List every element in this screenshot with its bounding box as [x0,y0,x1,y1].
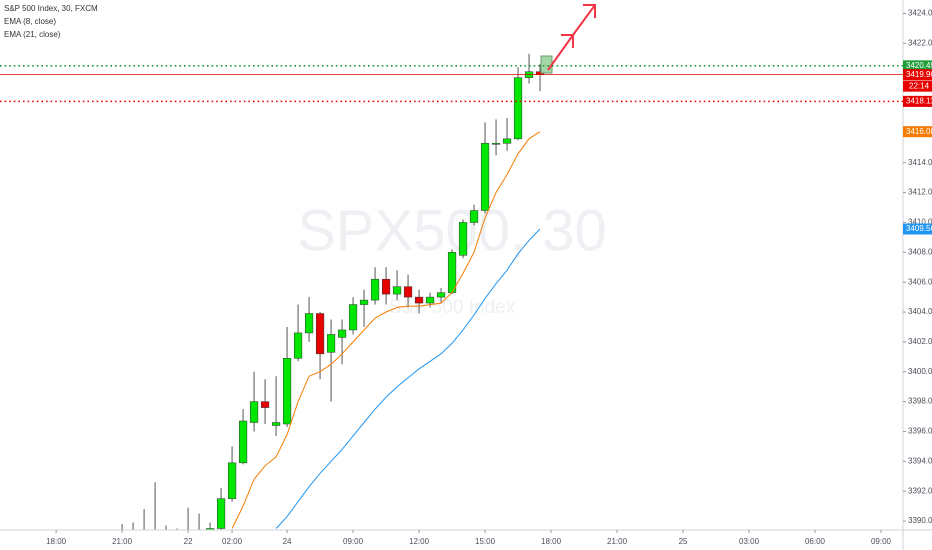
candle-body [238,420,248,464]
chart-title: S&P 500 Index, 30, FXCM [4,4,98,13]
candle-body [381,278,391,295]
price-label-box [903,60,932,72]
y-tick-label: 3408.00 [908,247,932,256]
candle-body [447,252,457,293]
drawing-arrow [540,4,596,74]
countdown: 22:14 [909,81,930,90]
candle-body [315,313,325,355]
price-label-box [903,95,932,107]
y-tick-label: 3410.00 [908,218,932,227]
price-label: 3419.90 [906,70,932,79]
legend-entry: EMA (21, close) [4,30,61,39]
candle-body [205,528,215,530]
y-tick-label: 3404.00 [908,307,932,316]
candle-body [425,296,435,304]
drawing-box [540,55,553,74]
x-tick-label: 02:00 [222,537,243,546]
price-label-box [903,126,932,138]
x-tick-label: 03:00 [739,537,760,546]
price-label-box [903,223,932,235]
candle-body [480,143,490,211]
candle-body [348,304,358,331]
candle-body [436,292,446,298]
price-label: 3409.56 [906,224,932,233]
y-tick-label: 3396.00 [908,427,932,436]
price-label: 3418.11 [906,96,932,105]
y-tick-label: 3390.00 [908,516,932,525]
arrow-head [561,34,574,48]
candle-body [326,334,336,353]
candle-body [513,77,523,140]
x-tick-label: 25 [679,537,688,546]
candle-body [458,222,468,256]
x-tick-label: 22 [184,537,193,546]
candle-body [337,329,347,338]
x-tick-label: 12:00 [409,537,430,546]
price-label-box [903,69,932,81]
y-tick-label: 3424.00 [908,9,932,18]
legend-entry: EMA (8, close) [4,17,56,26]
ema-line [275,228,541,529]
y-tick-label: 3414.00 [908,158,932,167]
x-tick-label: 09:00 [343,537,364,546]
arrow-head [583,4,596,18]
candle-body [502,138,512,144]
y-tick-label: 3412.00 [908,188,932,197]
candle-body [392,286,402,295]
y-tick-label: 3392.00 [908,486,932,495]
candle-body [469,210,479,223]
candle-body [282,358,292,425]
plot-area [121,53,545,530]
y-tick-label: 3406.00 [908,277,932,286]
candle-body [359,299,369,305]
candle-body [414,296,424,304]
x-tick-label: 18:00 [541,537,562,546]
candle-body [304,313,314,334]
x-tick-label: 09:00 [871,537,892,546]
x-tick-label: 24 [283,537,292,546]
candle-body [370,278,380,301]
x-tick-label: 21:00 [607,537,628,546]
candle-body [403,286,413,298]
countdown-box [903,80,932,92]
y-tick-label: 3394.00 [908,456,932,465]
x-tick-label: 06:00 [805,537,826,546]
candle-body [271,422,281,426]
ema-line [231,131,541,529]
candle-body [216,498,226,529]
candle-body [293,332,303,359]
y-tick-label: 3422.00 [908,38,932,47]
candle-body [491,143,501,145]
x-tick-label: 15:00 [475,537,496,546]
candle-body [227,462,237,499]
candle-body [249,401,259,423]
y-tick-label: 3400.00 [908,367,932,376]
price-label: 3420.49 [906,61,932,70]
y-tick-label: 3402.00 [908,337,932,346]
x-tick-label: 21:00 [112,537,133,546]
y-tick-label: 3398.00 [908,397,932,406]
x-tick-label: 18:00 [46,537,67,546]
candle-body [260,401,270,408]
price-label: 3416.08 [906,127,932,136]
